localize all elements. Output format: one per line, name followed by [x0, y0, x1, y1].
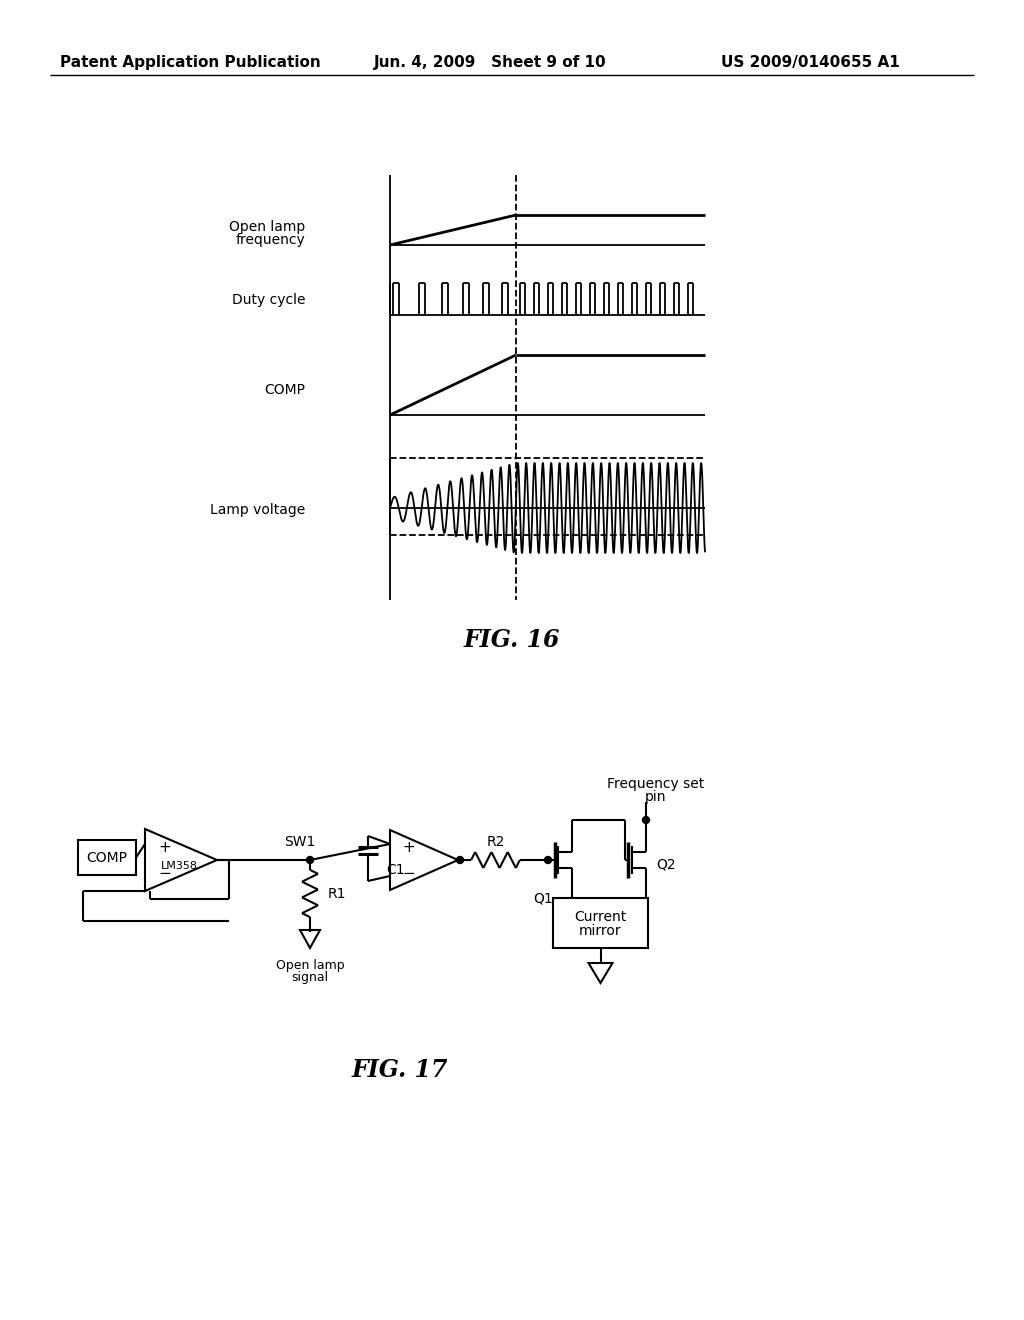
Text: mirror: mirror — [580, 924, 622, 939]
Text: LM358: LM358 — [161, 861, 198, 871]
Text: Open lamp: Open lamp — [228, 220, 305, 234]
Text: +: + — [402, 840, 416, 854]
Text: Jun. 4, 2009   Sheet 9 of 10: Jun. 4, 2009 Sheet 9 of 10 — [374, 54, 606, 70]
Text: SW1: SW1 — [285, 836, 315, 849]
Text: R2: R2 — [486, 836, 505, 849]
Text: FIG. 17: FIG. 17 — [352, 1059, 449, 1082]
Text: +: + — [159, 840, 172, 854]
Text: C1: C1 — [386, 863, 404, 876]
Text: frequency: frequency — [236, 234, 305, 247]
Circle shape — [306, 857, 313, 863]
Bar — [78, 840, 136, 875]
Text: Duty cycle: Duty cycle — [231, 293, 305, 308]
Text: signal: signal — [292, 970, 329, 983]
Text: FIG. 16: FIG. 16 — [464, 628, 560, 652]
Text: Q1: Q1 — [534, 891, 553, 906]
Text: COMP: COMP — [264, 383, 305, 397]
Text: Lamp voltage: Lamp voltage — [210, 503, 305, 517]
Text: −: − — [402, 866, 416, 880]
Bar — [553, 898, 648, 948]
Text: R1: R1 — [328, 887, 346, 900]
Circle shape — [642, 817, 649, 824]
Text: −: − — [159, 866, 172, 880]
Text: Frequency set: Frequency set — [607, 777, 705, 791]
Text: COMP: COMP — [86, 850, 128, 865]
Text: Open lamp: Open lamp — [275, 958, 344, 972]
Text: US 2009/0140655 A1: US 2009/0140655 A1 — [721, 54, 899, 70]
Text: Current: Current — [574, 909, 627, 924]
Text: pin: pin — [645, 789, 667, 804]
Circle shape — [545, 857, 552, 863]
Circle shape — [457, 857, 464, 863]
Text: Q2: Q2 — [656, 858, 676, 873]
Text: Patent Application Publication: Patent Application Publication — [59, 54, 321, 70]
